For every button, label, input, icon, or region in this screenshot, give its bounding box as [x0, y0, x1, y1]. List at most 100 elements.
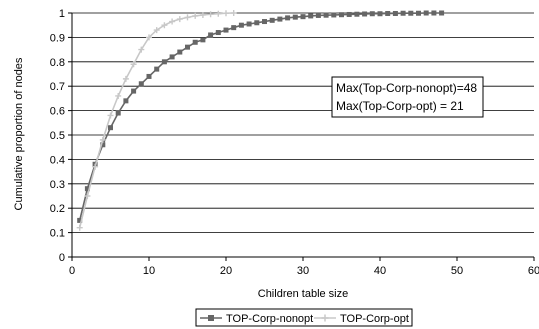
x-tick-label: 50	[451, 265, 463, 277]
data-point	[122, 75, 129, 82]
data-point	[176, 16, 183, 23]
x-tick-label: 0	[69, 265, 75, 277]
y-tick-label: 0.3	[50, 179, 65, 191]
y-tick-label: 0	[59, 252, 65, 264]
y-tick-label: 1	[59, 8, 65, 20]
data-point	[215, 10, 222, 17]
data-point	[138, 81, 144, 87]
data-point	[200, 37, 206, 43]
data-point	[308, 13, 314, 19]
data-point	[115, 92, 122, 99]
data-point	[208, 32, 214, 38]
y-tick-label: 0.9	[50, 32, 65, 44]
y-tick-label: 0.4	[50, 154, 65, 166]
data-point	[92, 163, 99, 170]
data-point	[315, 12, 321, 18]
data-point	[285, 15, 291, 21]
x-tick-label: 60	[528, 265, 539, 277]
data-point	[192, 39, 198, 45]
data-point	[439, 10, 445, 16]
y-tick-label: 0.2	[50, 203, 65, 215]
data-point	[238, 22, 244, 28]
data-point	[231, 25, 237, 31]
x-axis-label: Children table size	[258, 288, 349, 300]
data-point	[184, 14, 191, 21]
data-point	[300, 14, 306, 20]
legend-item-opt: TOP-Corp-opt	[314, 313, 409, 325]
data-point	[130, 61, 137, 68]
series-layer	[76, 10, 445, 231]
y-tick-label: 0.6	[50, 106, 65, 118]
data-point	[377, 11, 383, 17]
x-tick-label: 10	[143, 265, 155, 277]
data-point	[161, 22, 168, 29]
annotation-box: Max(Top-Corp-nonopt)=48 Max(Top-Corp-opt…	[331, 76, 484, 118]
data-point	[230, 10, 237, 16]
series-TOP-Corp-opt	[76, 10, 237, 231]
data-point	[400, 10, 406, 16]
data-point	[76, 224, 83, 231]
legend: TOP-Corp-nonopt TOP-Corp-opt	[195, 308, 413, 327]
data-point	[177, 49, 183, 55]
y-tick-label: 0.7	[50, 81, 65, 93]
data-point	[138, 46, 145, 53]
data-point	[115, 110, 121, 116]
data-point	[108, 125, 113, 131]
x-tick-label: 30	[297, 265, 309, 277]
data-point	[431, 10, 437, 16]
series-TOP-Corp-nonopt	[77, 10, 445, 223]
data-point	[84, 186, 90, 192]
x-tick-label: 20	[220, 265, 232, 277]
data-point	[99, 136, 106, 143]
data-point	[254, 20, 260, 26]
data-point	[223, 10, 229, 17]
data-point	[277, 16, 283, 22]
data-point	[123, 98, 129, 104]
y-tick-labels: 0 0.1 0.2 0.3 0.4 0.5 0.6 0.7 0.8 0.9 1	[50, 8, 65, 264]
data-point	[169, 54, 175, 60]
gridlines	[72, 12, 534, 258]
data-point	[146, 73, 152, 79]
y-tick-label: 0.5	[50, 130, 65, 142]
data-point	[408, 10, 414, 16]
data-point	[362, 11, 368, 17]
data-point	[207, 11, 214, 18]
data-point	[100, 142, 106, 148]
data-point	[346, 11, 352, 17]
legend-label-opt: TOP-Corp-opt	[340, 313, 409, 325]
data-point	[262, 19, 267, 25]
data-point	[416, 10, 421, 16]
y-tick-label: 0.8	[50, 57, 65, 69]
data-point	[331, 12, 337, 18]
square-marker-icon	[208, 315, 214, 321]
data-point	[185, 44, 190, 50]
data-point	[423, 10, 429, 16]
plus-marker-icon	[321, 314, 329, 322]
data-point	[292, 14, 298, 20]
data-point	[107, 112, 114, 119]
data-point	[131, 88, 137, 94]
axes	[68, 12, 535, 261]
x-tick-labels: 0 10 20 30 40 50 60	[69, 265, 539, 277]
data-point	[199, 11, 206, 18]
annotation-line-1: Max(Top-Corp-nonopt)=48	[336, 81, 477, 95]
data-point	[269, 17, 275, 23]
data-point	[392, 10, 398, 16]
legend-box	[195, 308, 413, 327]
data-point	[77, 217, 83, 223]
data-point	[354, 11, 360, 17]
y-tick-label: 0.1	[50, 228, 65, 240]
data-point	[154, 66, 160, 72]
data-point	[369, 11, 375, 17]
x-tick-label: 40	[374, 265, 386, 277]
data-point	[146, 34, 152, 41]
data-point	[385, 10, 391, 16]
data-point	[84, 193, 91, 199]
data-point	[169, 18, 176, 25]
series-line	[78, 12, 234, 228]
data-point	[215, 30, 221, 36]
data-point	[161, 59, 167, 65]
legend-label-nonopt: TOP-Corp-nonopt	[226, 313, 313, 325]
annotation-line-2: Max(Top-Corp-opt) = 21	[336, 99, 464, 113]
